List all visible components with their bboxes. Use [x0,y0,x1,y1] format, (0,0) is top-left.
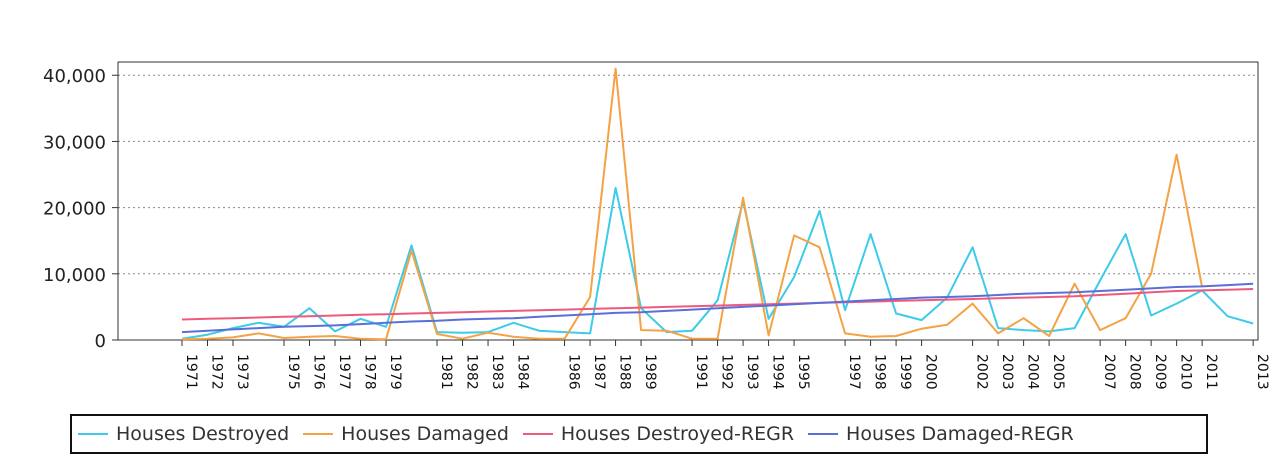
x-tick-label: 1971 [183,354,199,390]
legend-item-houses-destroyed-regr: Houses Destroyed-REGR [522,423,795,445]
series-line-houses-destroyed-regr [181,288,1254,321]
x-tick-label: 1988 [617,354,633,390]
x-tick-label: 2009 [1152,354,1168,390]
x-tick-label: 1986 [566,354,582,390]
x-tick-label: 1976 [311,354,327,390]
x-tick-label: 1979 [387,354,403,390]
legend-label: Houses Destroyed-REGR [560,423,795,445]
legend-swatch [78,433,108,435]
x-tick-label: 1991 [693,354,709,390]
y-axis: 0 10,000 20,000 30,000 40,000 [43,66,1258,352]
series-line-houses-destroyed [181,186,1254,340]
legend: Houses Destroyed Houses Damaged Houses D… [70,414,1208,454]
x-tick-label: 2013 [1254,354,1270,390]
gridlines [118,74,1258,275]
x-tick-label: 1997 [846,354,862,390]
x-tick-label: 2008 [1127,354,1143,390]
x-tick-label: 2002 [974,354,990,390]
legend-item-houses-damaged: Houses Damaged [303,423,509,445]
x-tick-label: 1992 [719,354,735,390]
x-tick-label: 1972 [209,354,225,390]
x-tick-label: 1999 [897,354,913,390]
x-tick-label: 1995 [795,354,811,390]
x-tick-label: 1977 [336,354,352,390]
x-tick-label: 2005 [1050,354,1066,390]
legend-item-houses-destroyed: Houses Destroyed [78,423,289,445]
legend-item-houses-damaged-regr: Houses Damaged-REGR [808,423,1074,445]
x-tick-label: 1984 [515,354,531,390]
y-tick-label: 10,000 [43,265,106,286]
x-tick-label: 2000 [923,354,939,390]
x-tick-label: 1973 [234,354,250,390]
legend-label: Houses Damaged [341,423,509,445]
x-tick-label: 2003 [999,354,1015,390]
y-tick-label: 0 [95,331,106,352]
y-tick-label: 40,000 [43,66,106,87]
x-tick-label: 1989 [642,354,658,390]
series-line-houses-damaged [181,67,1204,341]
x-tick-label: 1987 [591,354,607,390]
legend-label: Houses Damaged-REGR [846,423,1074,445]
x-tick-label: 1983 [489,354,505,390]
x-tick-label: 2007 [1101,354,1117,390]
legend-swatch [522,433,553,435]
x-tick-label: 1994 [770,354,786,390]
x-tick-label: 1982 [464,354,480,390]
x-axis: 1971 1972 1973 1975 1976 1977 1978 1979 1981 1982… [181,340,1270,390]
x-tick-label: 1993 [744,354,760,390]
legend-swatch [808,433,839,435]
legend-label: Houses Destroyed [116,423,290,445]
x-tick-label: 1981 [438,354,454,390]
series-line-houses-damaged-regr [181,282,1254,334]
y-tick-label: 30,000 [43,132,106,153]
x-tick-label: 1975 [285,354,301,390]
x-tick-label: 1998 [872,354,888,390]
y-tick-label: 20,000 [43,199,106,220]
x-tick-label: 2010 [1178,354,1194,390]
x-tick-label: 2011 [1203,354,1219,390]
plot-frame [117,61,1259,341]
legend-swatch [303,433,334,435]
series-lines [181,67,1254,341]
x-tick-label: 2004 [1025,354,1041,390]
x-tick-label: 1978 [362,354,378,390]
